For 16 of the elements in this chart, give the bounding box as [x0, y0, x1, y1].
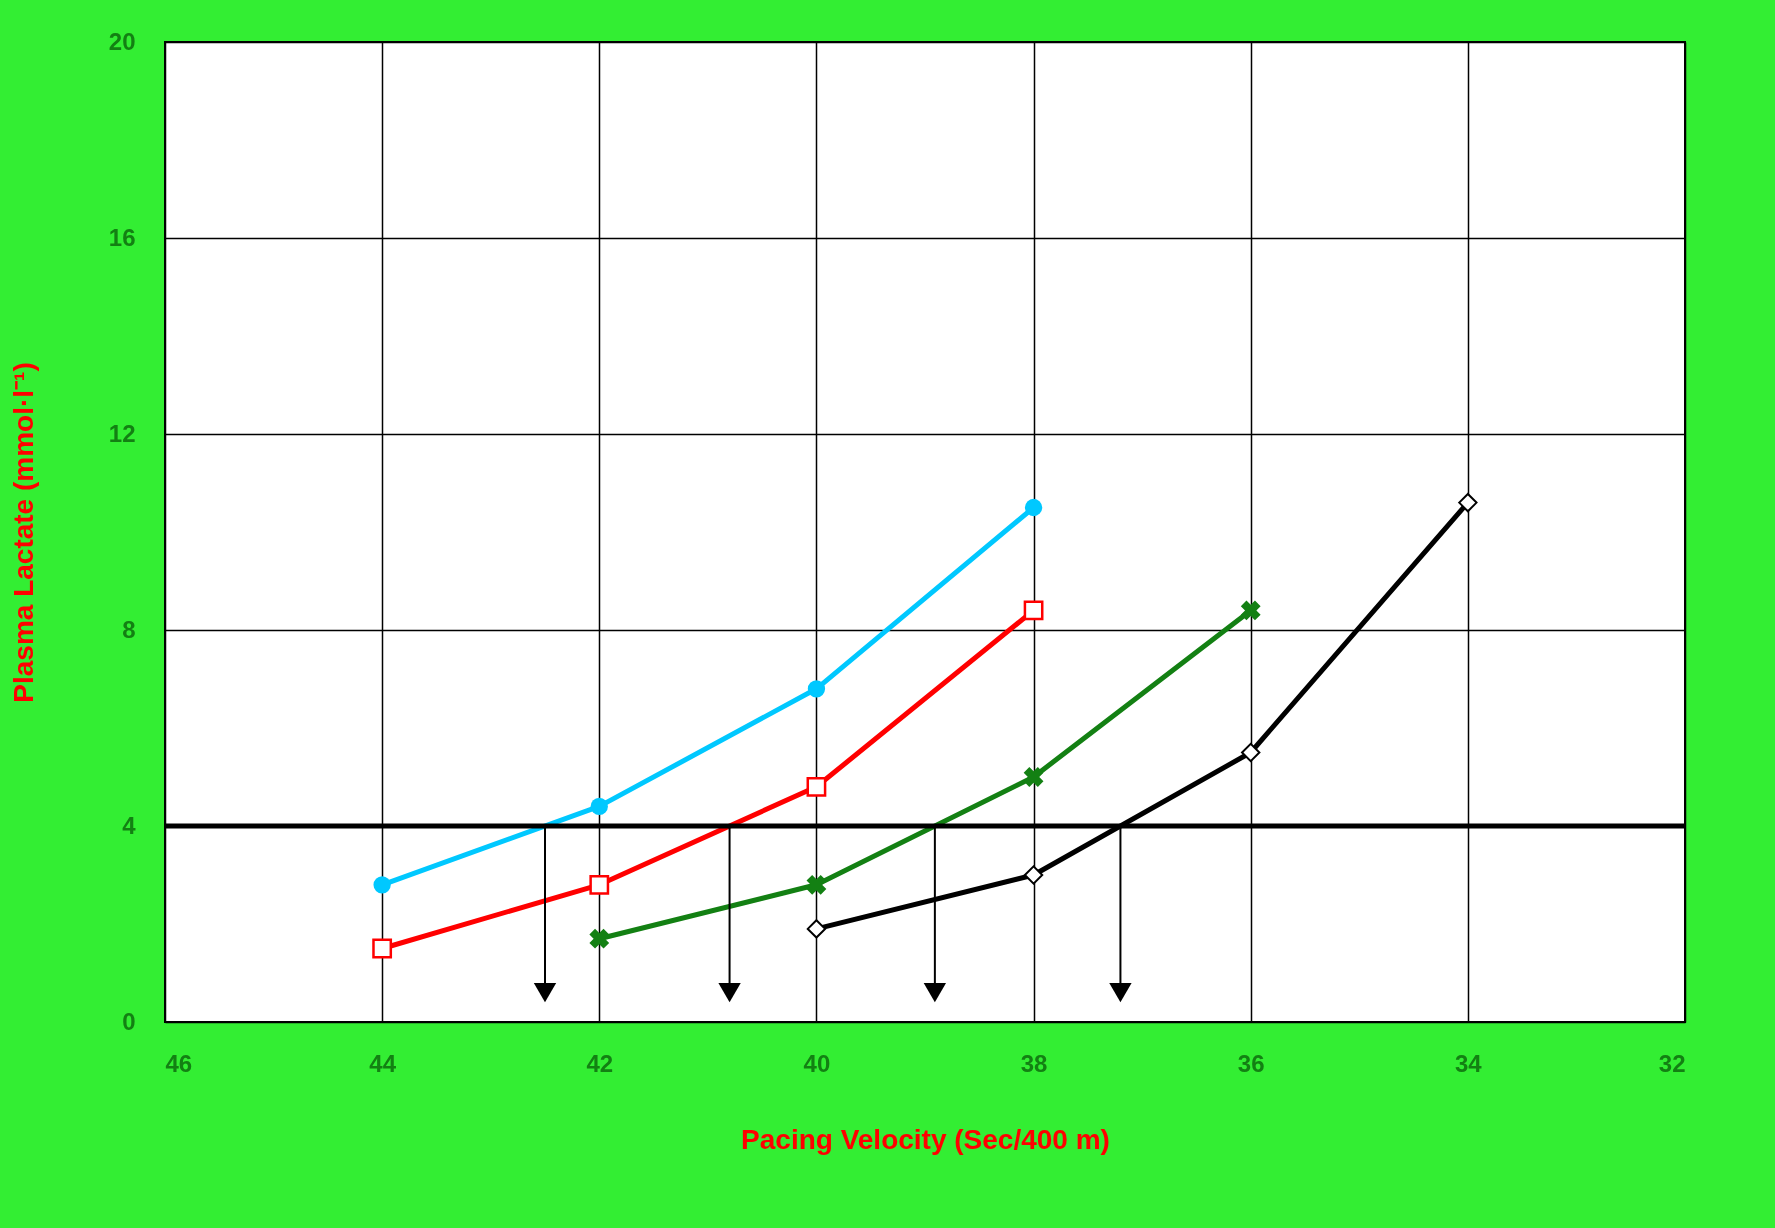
y-axis-title: Plasma Lactate (mmol·l⁻¹)	[7, 362, 39, 703]
y-tick-label: 20	[108, 27, 136, 55]
x-tick-label: 38	[1020, 1049, 1048, 1077]
x-tick-label: 36	[1237, 1049, 1265, 1077]
y-tick-label: 12	[108, 419, 136, 447]
x-tick-label: 44	[369, 1049, 397, 1077]
x-tick-label: 42	[586, 1049, 614, 1077]
y-tick-label: 0	[122, 1007, 136, 1035]
x-axis-title: Pacing Velocity (Sec/400 m)	[741, 1123, 1110, 1155]
x-tick-label: 32	[1658, 1049, 1686, 1077]
x-tick-label: 34	[1455, 1049, 1483, 1077]
y-tick-label: 4	[122, 811, 137, 839]
x-tick-label: 40	[803, 1049, 831, 1077]
y-tick-label: 8	[122, 615, 136, 643]
x-tick-label: 46	[165, 1049, 193, 1077]
y-tick-label: 16	[108, 223, 136, 251]
